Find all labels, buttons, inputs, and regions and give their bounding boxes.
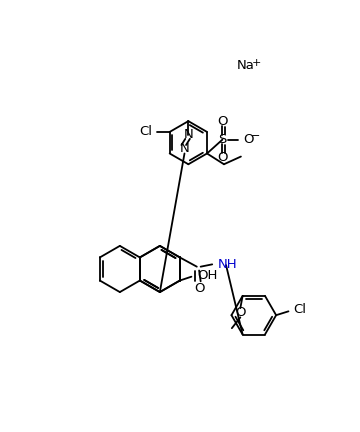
Text: −: − xyxy=(251,131,260,141)
Text: N: N xyxy=(184,128,193,142)
Text: O: O xyxy=(235,306,246,319)
Text: +: + xyxy=(252,57,261,68)
Text: N: N xyxy=(180,143,189,156)
Text: Cl: Cl xyxy=(293,303,306,316)
Text: S: S xyxy=(218,133,226,146)
Text: O: O xyxy=(217,151,228,164)
Text: O: O xyxy=(217,115,228,128)
Text: Na: Na xyxy=(237,59,255,72)
Text: O: O xyxy=(243,133,254,146)
Text: OH: OH xyxy=(197,269,217,282)
Text: NH: NH xyxy=(217,258,237,271)
Text: Cl: Cl xyxy=(140,125,153,138)
Text: O: O xyxy=(194,282,204,295)
